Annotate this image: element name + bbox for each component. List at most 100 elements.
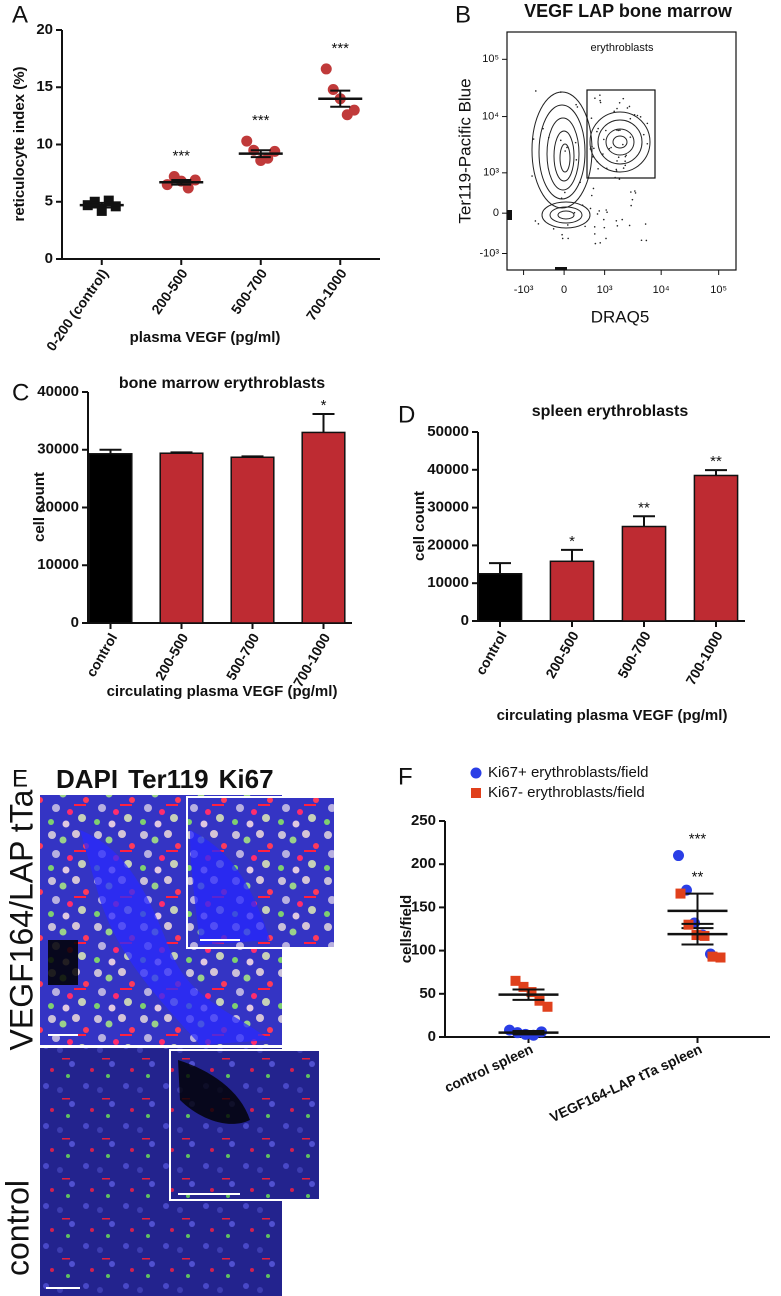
x-axis-title: DRAQ5 <box>591 307 650 326</box>
event-dot <box>534 220 537 222</box>
event-dot <box>575 159 578 161</box>
event-dot <box>629 117 632 120</box>
event-dot <box>567 237 569 240</box>
stain-label: Ter119 <box>128 764 208 794</box>
event-dot <box>631 198 634 201</box>
x-tick-label: 200-500 <box>152 630 192 683</box>
data-point <box>518 981 529 992</box>
event-dot <box>618 178 621 180</box>
x-tick-label: 500-700 <box>223 630 263 683</box>
chart-title: bone marrow erythroblasts <box>119 375 325 392</box>
event-dot <box>589 148 592 150</box>
contour-plot <box>507 89 656 270</box>
bar <box>693 474 739 622</box>
data-point <box>96 205 107 216</box>
legend-label: Ki67- erythroblasts/field <box>488 784 645 801</box>
y-tick-label: 40000 <box>37 383 79 400</box>
bar <box>159 452 204 624</box>
event-dot <box>624 155 627 158</box>
event-dot <box>537 223 540 225</box>
event-dot <box>616 225 619 227</box>
x-tick-label: 10³ <box>597 284 613 296</box>
event-dot <box>531 175 533 177</box>
event-dot <box>630 191 632 193</box>
contour <box>589 111 651 173</box>
event-dot <box>593 147 595 150</box>
x-axis-title: circulating plasma VEGF (pg/ml) <box>497 707 728 724</box>
y-tick-label: 0 <box>493 207 499 219</box>
x-tick-label: 500-700 <box>228 266 271 317</box>
event-dot <box>591 145 593 148</box>
event-dot <box>615 170 618 172</box>
event-dot <box>617 156 620 158</box>
contour <box>531 91 593 209</box>
y-tick-label: 150 <box>411 898 436 915</box>
panel-letter: E <box>12 765 28 792</box>
significance-label: *** <box>689 831 707 848</box>
contour <box>538 104 586 200</box>
stain-label: DAPI <box>56 764 118 794</box>
data-point <box>189 174 201 186</box>
significance-label: ** <box>692 869 704 886</box>
event-dot <box>636 114 639 117</box>
y-axis-title: cells/field <box>398 895 415 963</box>
y-tick-label: 250 <box>411 812 436 829</box>
data-point <box>269 145 281 157</box>
contour <box>612 135 628 149</box>
x-axis-title: circulating plasma VEGF (pg/ml) <box>107 683 338 700</box>
row-label: VEGF164/LAP tTa <box>3 789 39 1050</box>
event-dot <box>589 207 592 210</box>
y-tick-label: 0 <box>461 612 469 629</box>
significance-label: ** <box>710 453 722 470</box>
event-dot <box>560 197 563 200</box>
plot-frame <box>506 31 737 271</box>
event-dot <box>590 117 593 119</box>
y-tick-label: 20000 <box>427 536 469 553</box>
gate-label: erythroblasts <box>591 42 654 54</box>
event-dot <box>592 156 594 158</box>
event-dot <box>633 113 636 116</box>
x-tick-label: control spleen <box>442 1041 535 1096</box>
y-axis-title: Ter119-Pacific Blue <box>455 78 474 223</box>
data-point <box>320 63 332 75</box>
row-label: control <box>0 1180 35 1276</box>
x-tick-label: control <box>472 628 510 677</box>
contour <box>549 206 583 224</box>
dapi-region <box>80 830 270 1045</box>
contour <box>541 201 591 229</box>
x-tick-label: 200-500 <box>148 266 191 317</box>
event-dot <box>625 154 627 157</box>
data-point <box>103 195 114 206</box>
y-tick-label: 10³ <box>483 167 499 179</box>
event-dot <box>640 239 643 242</box>
bar <box>230 456 275 624</box>
event-dot <box>626 107 629 109</box>
legend-marker <box>470 767 482 779</box>
event-dot <box>599 242 602 244</box>
panel-letter: A <box>12 1 28 28</box>
event-dot <box>615 168 618 171</box>
contour <box>597 119 643 165</box>
y-tick-label: 200 <box>411 855 436 872</box>
event-dot <box>596 160 599 163</box>
event-dot <box>596 213 599 215</box>
data-point <box>715 952 726 963</box>
panel-letter: C <box>12 379 29 406</box>
event-dot <box>559 139 562 142</box>
y-tick-label: 10000 <box>427 574 469 591</box>
micrograph-inset <box>169 1049 321 1201</box>
x-tick-label: -10³ <box>514 284 534 296</box>
event-dot <box>592 187 595 190</box>
event-dot <box>599 94 601 96</box>
contour <box>559 143 571 173</box>
panel-letter: F <box>398 763 413 790</box>
event-dot <box>561 237 564 240</box>
event-dot <box>642 133 645 136</box>
event-dot <box>599 101 602 104</box>
event-dot <box>542 127 544 130</box>
event-dot <box>593 233 596 235</box>
y-axis-title: cell count <box>31 472 48 542</box>
event-dot <box>603 226 606 229</box>
x-tick-label: 700-1000 <box>682 628 726 687</box>
